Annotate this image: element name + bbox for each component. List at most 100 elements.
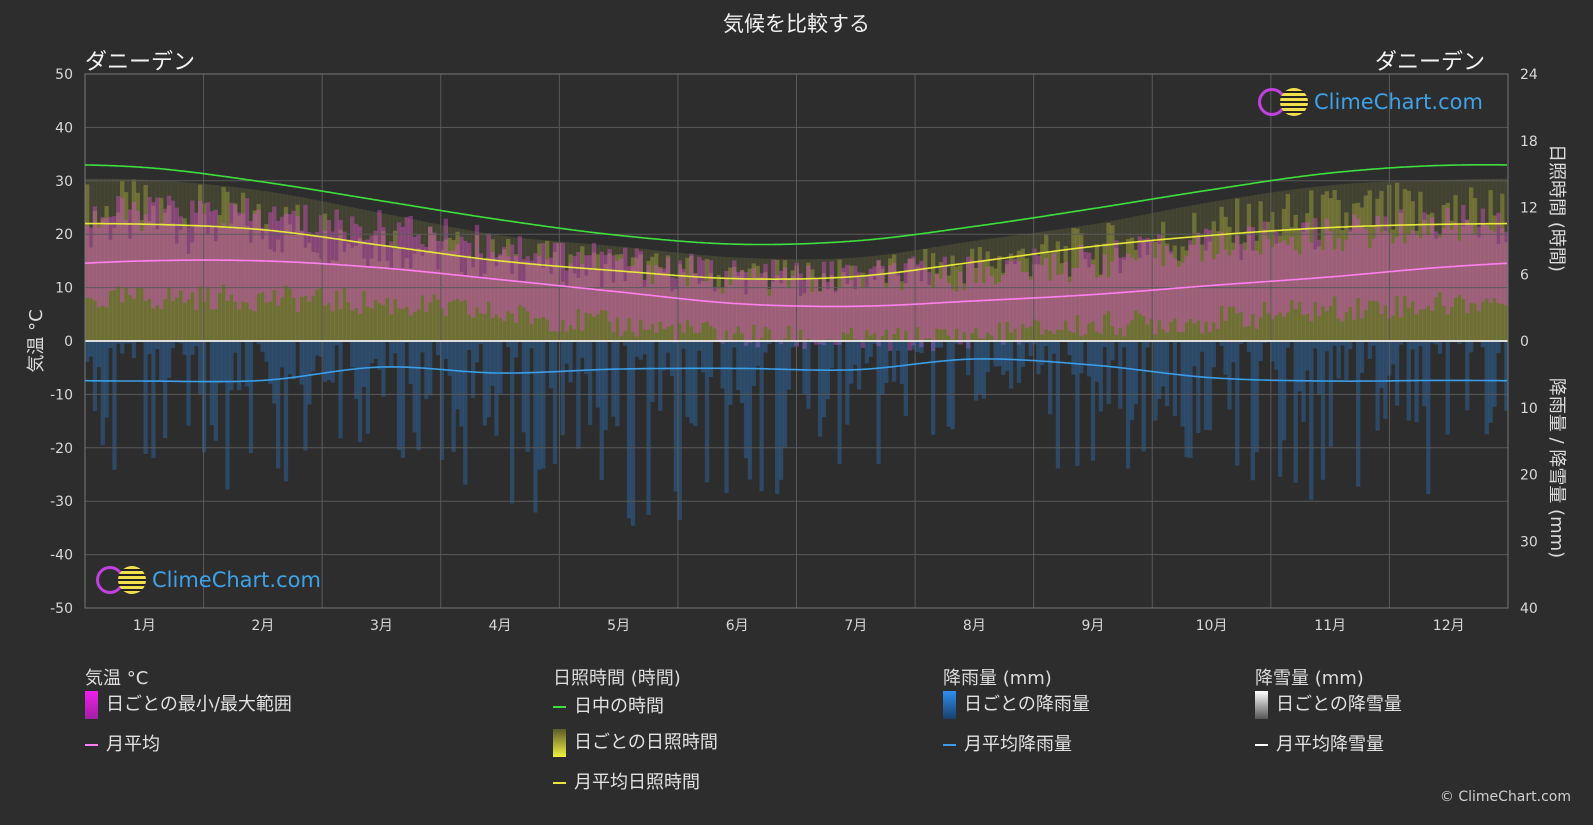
daily-sunshine-bar [1055, 241, 1061, 341]
x-tick-label: 7月 [844, 618, 867, 634]
daily-sunshine-bar [1285, 194, 1291, 341]
daily-sunshine-max-bar [248, 189, 254, 341]
daily-temp-range-bar [279, 216, 285, 298]
daily-rain-bar [127, 341, 133, 344]
daily-rain-bar [669, 341, 675, 377]
daily-rain-bar [767, 341, 772, 344]
daily-temp-range-bar [1125, 253, 1131, 325]
daily-temp-range-bar [1469, 224, 1474, 303]
daily-sunshine-bar [1484, 223, 1489, 341]
daily-sunshine-max-bar [856, 257, 862, 341]
legend-sun-header: 日照時間 (時間) [553, 668, 681, 689]
daily-sunshine-bar [420, 255, 425, 341]
daily-sunshine-bar [1480, 224, 1486, 341]
daily-temp-range-bar [1063, 262, 1068, 321]
daily-sunshine-max-bar [1180, 207, 1185, 341]
daily-rain-bar [876, 341, 881, 465]
daily-rain-bar [451, 341, 456, 452]
daily-sunshine-bar [716, 274, 721, 341]
daily-sunshine-max-bar [1008, 235, 1014, 341]
daily-rain-bar [131, 341, 137, 359]
daily-sunshine-bar [1324, 191, 1330, 341]
daily-sunshine-max-bar [1157, 211, 1162, 341]
daily-sunshine-bar [903, 283, 909, 341]
daily-sunshine-bar [233, 203, 238, 341]
daily-sunshine-max-bar [1227, 199, 1232, 341]
daily-sunshine-bar [201, 203, 207, 341]
daily-sunshine-max-bar [977, 240, 983, 341]
daily-rain-bar [1079, 341, 1084, 374]
daily-sunshine-bar [1219, 206, 1224, 341]
daily-temp-range-bar [708, 260, 714, 327]
daily-rain-bar [244, 341, 250, 387]
daily-sunshine-bar [139, 220, 144, 341]
daily-sunshine-bar [338, 229, 343, 341]
daily-rain-bar [318, 341, 324, 357]
daily-sunshine-max-bar [1348, 183, 1353, 341]
daily-sunshine-bar [712, 291, 717, 341]
daily-sunshine-max-bar [907, 251, 912, 341]
daily-temp-range-bar [326, 220, 332, 304]
daily-sunshine-max-bar [1118, 219, 1123, 341]
daily-sunshine-bar [580, 246, 585, 341]
daily-temp-range-bar [915, 264, 920, 328]
daily-sunshine-max-bar [478, 232, 484, 341]
daily-sunshine-max-bar [560, 241, 565, 341]
daily-sunshine-max-bar [1079, 226, 1084, 341]
daily-sunshine-bar [560, 281, 565, 341]
daily-rain-bar [525, 341, 530, 452]
daily-temp-range-bar [1433, 231, 1439, 298]
daily-rain-bar [1071, 341, 1076, 375]
daily-sunshine-bar [1153, 241, 1158, 341]
daily-temp-range-bar [143, 214, 148, 301]
daily-temp-range-bar [490, 251, 495, 319]
daily-temp-range-bar [127, 209, 133, 296]
daily-sunshine-bar [626, 270, 632, 341]
daily-sunshine-bar [576, 277, 581, 341]
daily-sunshine-max-bar [1005, 236, 1010, 341]
daily-sunshine-max-bar [849, 257, 854, 341]
daily-temp-range-bar [1281, 240, 1287, 317]
daily-temp-range-bar [190, 200, 195, 293]
daily-sunshine-bar [853, 289, 858, 341]
daily-sunshine-max-bar [821, 259, 827, 341]
daily-sunshine-max-bar [1196, 204, 1201, 341]
daily-rain-bar [1274, 341, 1279, 370]
daily-sunshine-bar [1200, 244, 1205, 341]
daily-sunshine-bar [584, 275, 589, 341]
daily-rain-bar [1309, 341, 1314, 500]
daily-sunshine-max-bar [1418, 180, 1423, 341]
daily-temp-range-bar [443, 218, 448, 316]
legend-temp-avg: 月平均 [85, 730, 160, 756]
daily-temp-range-bar [634, 248, 640, 337]
y-left-tick-label: -40 [50, 548, 73, 564]
daily-temp-range-bar [1258, 254, 1263, 318]
daily-temp-range-bar [868, 268, 873, 336]
daily-rain-bar [1316, 341, 1322, 395]
daily-rain-bar [1040, 341, 1045, 366]
daily-sunshine-max-bar [96, 178, 101, 341]
daily-sunshine-bar [1016, 250, 1022, 341]
daily-sunshine-bar [1375, 198, 1380, 341]
daily-temp-range-bar [1227, 255, 1232, 307]
daily-sunshine-max-bar [1192, 204, 1197, 341]
daily-sunshine-max-bar [564, 242, 569, 341]
legend-rain-daily: 日ごとの降雨量 [943, 690, 1090, 719]
daily-temp-range-bar [225, 227, 230, 301]
daily-sunshine-bar [1001, 272, 1006, 341]
logo-top[interactable]: ClimeChart.com [1258, 88, 1483, 116]
daily-temp-range-bar [1133, 260, 1139, 311]
daily-sunshine-bar [1476, 237, 1482, 341]
daily-rain-bar [1445, 341, 1450, 435]
daily-sunshine-max-bar [1355, 183, 1361, 341]
logo-bottom[interactable]: ClimeChart.com [96, 566, 321, 594]
daily-sunshine-max-bar [1215, 200, 1220, 341]
daily-temp-range-bar [1445, 208, 1450, 315]
daily-sunshine-max-bar [1457, 179, 1462, 341]
daily-sunshine-max-bar [1383, 181, 1388, 341]
daily-sunshine-max-bar [1465, 179, 1470, 341]
daily-rain-bar [1020, 341, 1025, 367]
daily-sunshine-max-bar [778, 259, 784, 341]
daily-sunshine-bar [938, 262, 944, 341]
daily-sunshine-max-bar [630, 247, 636, 341]
